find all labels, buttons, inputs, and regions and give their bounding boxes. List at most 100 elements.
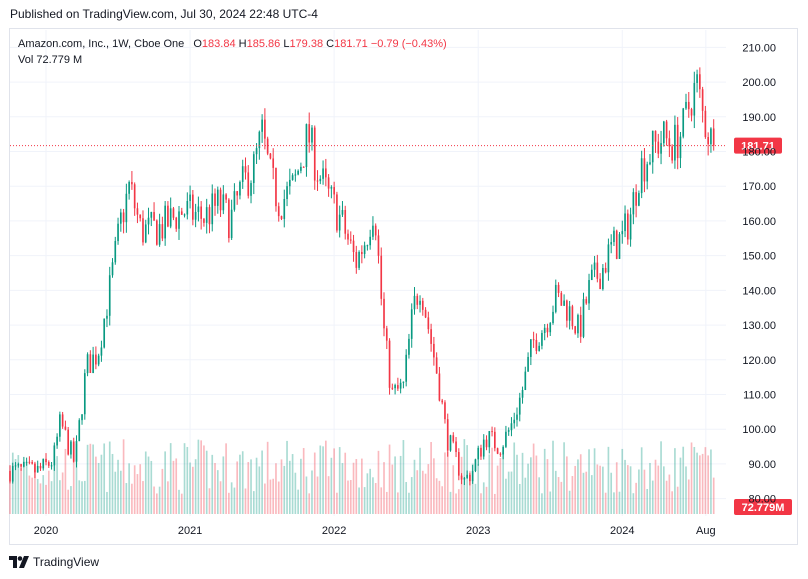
volume-bar: [142, 481, 144, 514]
volume-bar: [233, 487, 236, 514]
volume-bar: [313, 452, 316, 514]
candle-body: [588, 280, 590, 304]
candle-body: [427, 317, 430, 330]
tradingview-footer[interactable]: TradingView: [9, 553, 99, 571]
volume-bar: [696, 452, 698, 514]
volume-bar: [197, 439, 200, 514]
candle-body: [153, 212, 155, 221]
candle-body: [142, 218, 144, 243]
candle-body: [53, 445, 56, 466]
candle-body: [244, 166, 247, 173]
volume-bar: [444, 452, 446, 514]
volume-bar: [338, 447, 341, 514]
candle-body: [139, 214, 142, 219]
volume-bar: [474, 483, 477, 514]
candle-body: [593, 262, 596, 270]
volume-bar: [391, 464, 394, 514]
volume-bar: [410, 477, 413, 514]
candle-body: [325, 168, 327, 178]
last-volume-badge: [734, 499, 792, 515]
volume-bar: [566, 456, 568, 514]
volume-bar: [657, 465, 660, 514]
candle-body: [405, 354, 408, 382]
candle-body: [211, 193, 214, 225]
volume-bar: [128, 463, 130, 514]
candle-body: [288, 179, 291, 187]
volume-bar: [239, 454, 241, 514]
candle-body: [491, 431, 493, 433]
candle-body: [560, 292, 563, 306]
candle-body: [25, 461, 28, 463]
candle-body: [488, 431, 491, 448]
volume-label[interactable]: Vol: [18, 54, 34, 66]
candle-body: [175, 217, 178, 229]
volume-bar: [554, 470, 557, 514]
volume-bar: [336, 492, 338, 514]
volume-legend: Vol 72.779 M: [18, 52, 82, 68]
candle-body: [571, 306, 574, 327]
candle-body: [699, 74, 701, 90]
candle-body: [671, 146, 673, 161]
candle-body: [510, 423, 513, 431]
volume-bar: [588, 449, 590, 514]
volume-bar: [50, 481, 53, 514]
volume-bar: [119, 470, 122, 514]
volume-bar: [671, 491, 673, 514]
volume-bar: [521, 452, 524, 514]
tradingview-logo-icon: [9, 556, 29, 568]
candle-body: [455, 441, 457, 453]
candle-body: [167, 205, 169, 227]
volume-bar: [361, 458, 363, 514]
volume-bar: [455, 493, 457, 514]
y-tick-label: 170.00: [742, 181, 776, 193]
volume-bar: [649, 462, 651, 514]
candle-body: [300, 166, 302, 171]
candle-body: [247, 172, 250, 196]
candle-body: [424, 309, 427, 318]
volume-bar: [250, 459, 252, 514]
candle-body: [302, 166, 305, 168]
candle-body: [546, 327, 549, 333]
candle-body: [687, 101, 690, 110]
candle-body: [319, 178, 322, 182]
candle-body: [549, 323, 552, 333]
candle-body: [654, 130, 657, 142]
candle-body: [471, 471, 474, 482]
candle-body: [67, 429, 70, 455]
volume-bar: [552, 440, 554, 514]
volume-bar: [247, 462, 250, 514]
volume-bar: [344, 452, 347, 514]
candle-body: [239, 181, 241, 196]
volume-bar: [86, 444, 89, 514]
volume-bar: [277, 481, 280, 514]
volume-bar: [117, 459, 119, 514]
candle-body: [136, 208, 139, 215]
candle-body: [552, 311, 554, 324]
volume-bar: [266, 441, 269, 514]
volume-bar: [488, 454, 491, 514]
candle-body: [413, 295, 416, 310]
volume-bar: [305, 476, 308, 514]
volume-bar: [161, 468, 164, 514]
candle-body: [366, 245, 369, 247]
high-label: H: [238, 38, 247, 50]
x-tick-label: 2021: [178, 525, 202, 537]
candle-body: [64, 426, 67, 430]
symbol-name[interactable]: Amazon.com, Inc., 1W, Cboe One: [18, 38, 185, 50]
volume-bar: [150, 460, 153, 514]
candle-body: [17, 464, 20, 466]
volume-bar: [70, 486, 72, 514]
volume-bar: [172, 460, 175, 514]
candle-body: [674, 124, 676, 161]
volume-bar: [14, 459, 17, 514]
volume-bar: [676, 486, 679, 514]
candle-body: [615, 230, 618, 259]
volume-bar: [180, 493, 183, 514]
candle-body: [640, 158, 643, 194]
volume-bar: [518, 483, 521, 514]
volume-bar: [322, 446, 324, 514]
candle-body: [347, 233, 349, 240]
volume-bar: [280, 459, 283, 514]
candle-body: [649, 162, 651, 165]
